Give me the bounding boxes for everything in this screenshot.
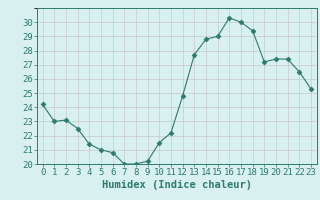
X-axis label: Humidex (Indice chaleur): Humidex (Indice chaleur) bbox=[102, 180, 252, 190]
